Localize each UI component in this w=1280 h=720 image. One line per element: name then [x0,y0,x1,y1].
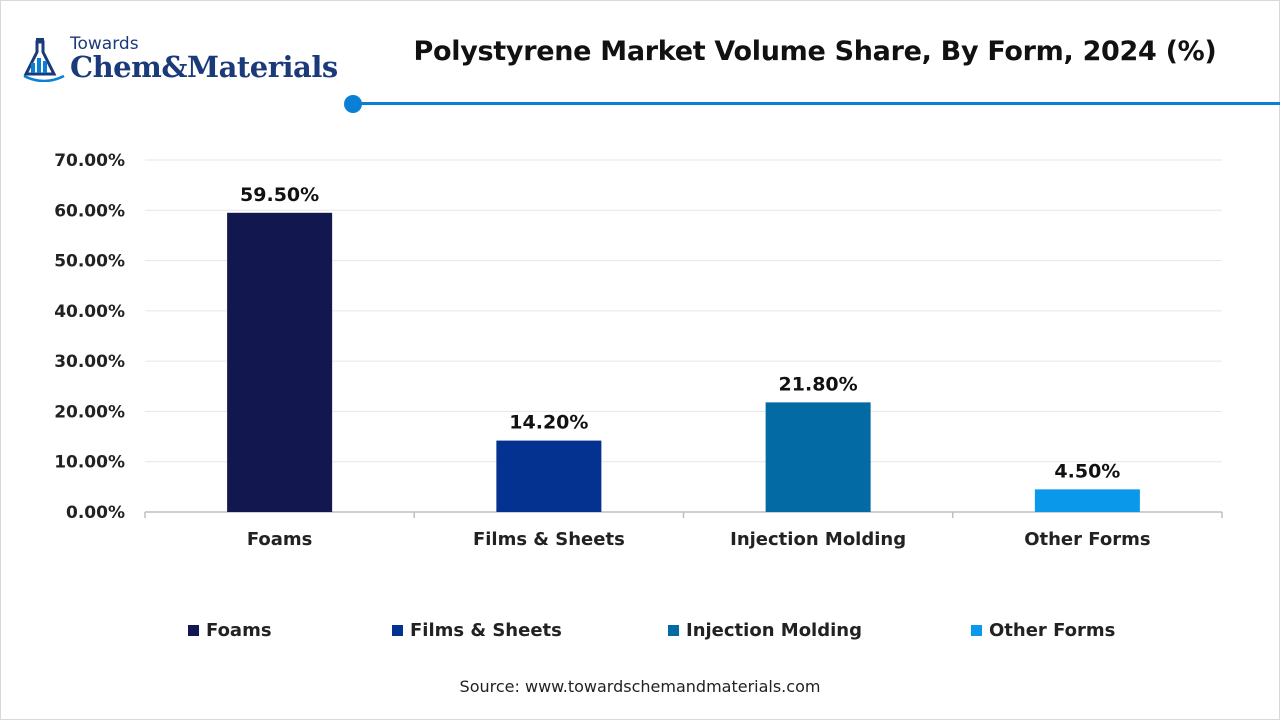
x-tick-label: Other Forms [1024,529,1150,550]
legend-label: Foams [206,620,272,641]
brand-name-right: Materials [187,50,338,84]
legend-item: Films & Sheets [392,620,562,641]
y-tick-label: 0.00% [66,503,125,523]
legend-item: Injection Molding [668,620,862,641]
bar-2 [765,402,871,512]
bar-1 [496,440,602,512]
legend-label: Injection Molding [686,620,862,641]
brand-name-left: Chem [70,50,162,84]
title-rule-dot [344,95,362,113]
brand-ampersand: & [161,50,187,84]
bar-3 [1034,489,1140,512]
legend-label: Other Forms [989,620,1116,641]
flask-icon [23,38,65,82]
y-tick-label: 50.00% [54,252,125,272]
brand-name: Chem&Materials [70,50,338,84]
legend-label: Films & Sheets [410,620,562,641]
x-tick-label: Films & Sheets [473,529,625,550]
brand-small-text: Towards [70,34,139,54]
data-label: 59.50% [240,184,319,206]
source-note: Source: www.towardschemandmaterials.com [459,677,821,696]
legend-item: Foams [188,620,272,641]
y-tick-label: 20.00% [54,402,125,422]
brand-logo: Towards Chem&Materials [22,34,342,90]
legend-swatch [392,625,403,636]
data-label: 14.20% [509,412,588,434]
x-tick-label: Injection Molding [730,529,906,550]
x-tick-label: Foams [247,529,313,550]
data-label: 4.50% [1054,460,1120,482]
chart-title: Polystyrene Market Volume Share, By Form… [413,36,1217,67]
y-tick-label: 10.00% [54,453,125,473]
y-tick-label: 40.00% [54,302,125,322]
legend-item: Other Forms [971,620,1115,641]
data-label: 21.80% [779,373,858,395]
chart-legend: Foams Films & Sheets Injection Molding Othe… [0,620,1280,644]
bar-0 [227,212,333,513]
legend-swatch [971,625,982,636]
title-rule-line [360,102,1280,105]
y-tick-label: 30.00% [54,352,125,372]
y-tick-label: 60.00% [54,201,125,221]
y-tick-label: 70.00% [54,151,125,171]
legend-swatch [668,625,679,636]
legend-swatch [188,625,199,636]
